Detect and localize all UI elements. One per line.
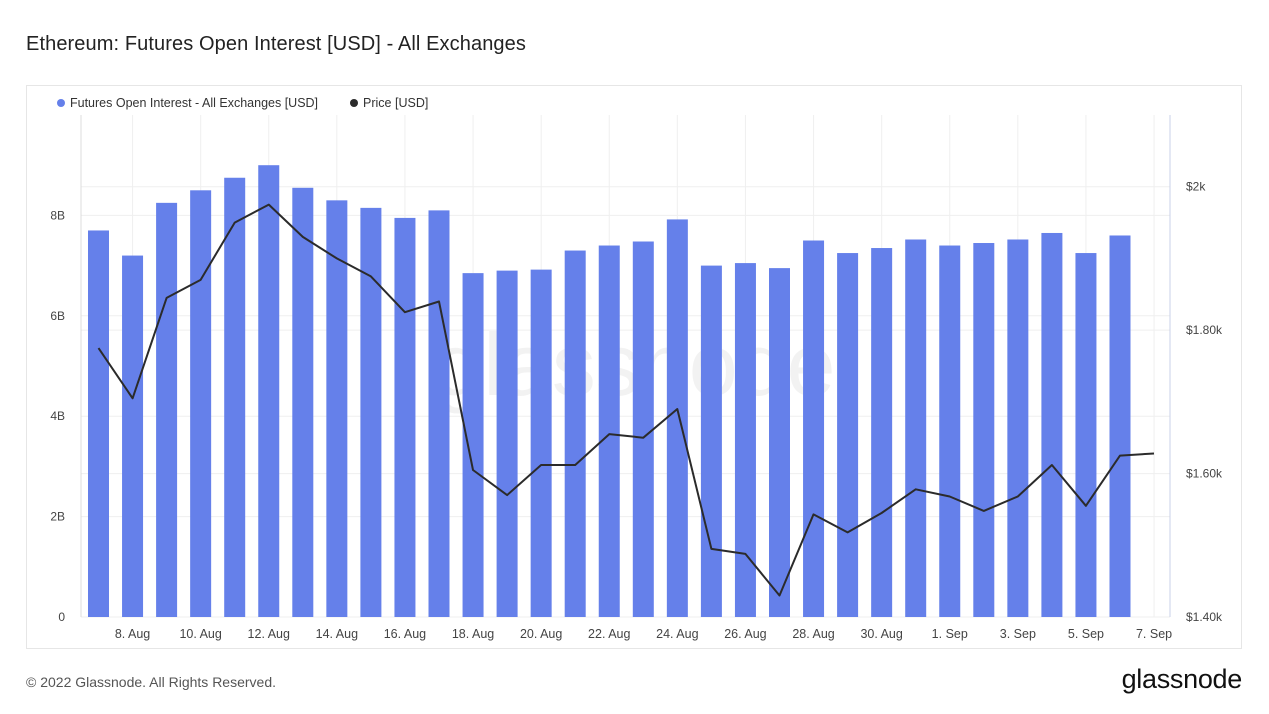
oi-bar[interactable] <box>734 263 756 617</box>
oi-bar[interactable] <box>871 248 893 617</box>
oi-bar[interactable] <box>88 230 109 617</box>
y-right-tick-label: $2k <box>1186 180 1206 194</box>
oi-bar[interactable] <box>632 241 654 617</box>
y-left-tick-label: 6B <box>50 309 65 323</box>
oi-bar[interactable] <box>1075 253 1097 618</box>
legend-label-open-interest: Futures Open Interest - All Exchanges [U… <box>70 96 319 110</box>
y-right-tick-label: $1.80k <box>1186 323 1223 337</box>
x-tick-label: 20. Aug <box>520 627 562 641</box>
oi-bar[interactable] <box>598 245 620 617</box>
bar-series <box>88 165 1131 618</box>
x-tick-label: 28. Aug <box>792 627 834 641</box>
x-tick-label: 12. Aug <box>248 627 290 641</box>
y-left-tick-label: 2B <box>50 510 65 524</box>
oi-bar[interactable] <box>496 270 518 617</box>
oi-bar[interactable] <box>156 202 178 617</box>
legend-label-price: Price [USD] <box>363 96 429 110</box>
price-series <box>97 203 1155 597</box>
oi-bar[interactable] <box>258 165 280 617</box>
x-tick-label: 8. Aug <box>115 627 150 641</box>
oi-bar[interactable] <box>326 200 348 617</box>
oi-bar[interactable] <box>666 219 688 617</box>
oi-bar[interactable] <box>394 217 416 617</box>
legend-dot-price <box>350 99 359 107</box>
y-left-tick-label: 8B <box>50 208 65 222</box>
x-tick-label: 3. Sep <box>1000 627 1036 641</box>
price-line[interactable] <box>97 203 1155 597</box>
y-left-tick-label: 4B <box>50 409 65 423</box>
oi-bar[interactable] <box>462 273 484 617</box>
oi-bar[interactable] <box>973 243 995 617</box>
oi-bar[interactable] <box>905 239 927 617</box>
x-tick-label: 22. Aug <box>588 627 630 641</box>
x-tick-label: 26. Aug <box>724 627 766 641</box>
oi-bar[interactable] <box>1007 239 1029 617</box>
oi-bar[interactable] <box>564 250 586 618</box>
y-right-tick-label: $1.40k <box>1186 610 1223 624</box>
axes: 0 2B 4B 6B 8B $1.40k $1.60k $1.80k $2k 8. Aug 10. … <box>50 115 1223 641</box>
oi-bar[interactable] <box>803 240 825 618</box>
chart-legend: Futures Open Interest - All Exchanges [U… <box>57 96 428 110</box>
x-tick-label: 18. Aug <box>452 627 494 641</box>
x-tick-label: 1. Sep <box>932 627 968 641</box>
oi-bar[interactable] <box>1109 235 1131 618</box>
x-tick-label: 24. Aug <box>656 627 698 641</box>
oi-bar[interactable] <box>428 210 450 617</box>
legend-item-price[interactable]: Price [USD] <box>350 96 428 110</box>
copyright-text: © 2022 Glassnode. All Rights Reserved. <box>26 674 277 690</box>
y-right-tick-label: $1.60k <box>1186 467 1223 481</box>
oi-bar[interactable] <box>939 245 961 617</box>
oi-bar[interactable] <box>1041 232 1063 617</box>
oi-bar[interactable] <box>292 187 314 618</box>
x-tick-label: 7. Sep <box>1136 627 1172 641</box>
x-tick-label: 16. Aug <box>384 627 426 641</box>
oi-bar[interactable] <box>122 255 144 617</box>
x-tick-label: 14. Aug <box>316 627 358 641</box>
legend-item-open-interest[interactable]: Futures Open Interest - All Exchanges [U… <box>57 96 318 110</box>
chart-frame <box>26 85 1242 649</box>
page-title: Ethereum: Futures Open Interest [USD] - … <box>26 33 526 55</box>
oi-bar[interactable] <box>837 253 859 618</box>
legend-dot-open-interest <box>57 99 65 107</box>
oi-bar[interactable] <box>700 265 722 617</box>
x-tick-label: 5. Sep <box>1068 627 1104 641</box>
oi-bar[interactable] <box>360 207 382 617</box>
x-tick-label: 30. Aug <box>860 627 902 641</box>
y-left-tick-label: 0 <box>58 610 65 624</box>
x-tick-label: 10. Aug <box>179 627 221 641</box>
oi-bar[interactable] <box>224 177 246 617</box>
oi-bar[interactable] <box>769 268 790 617</box>
glassnode-logo: glassnode <box>1121 664 1243 694</box>
oi-bar[interactable] <box>190 190 212 618</box>
oi-bar[interactable] <box>530 269 552 617</box>
